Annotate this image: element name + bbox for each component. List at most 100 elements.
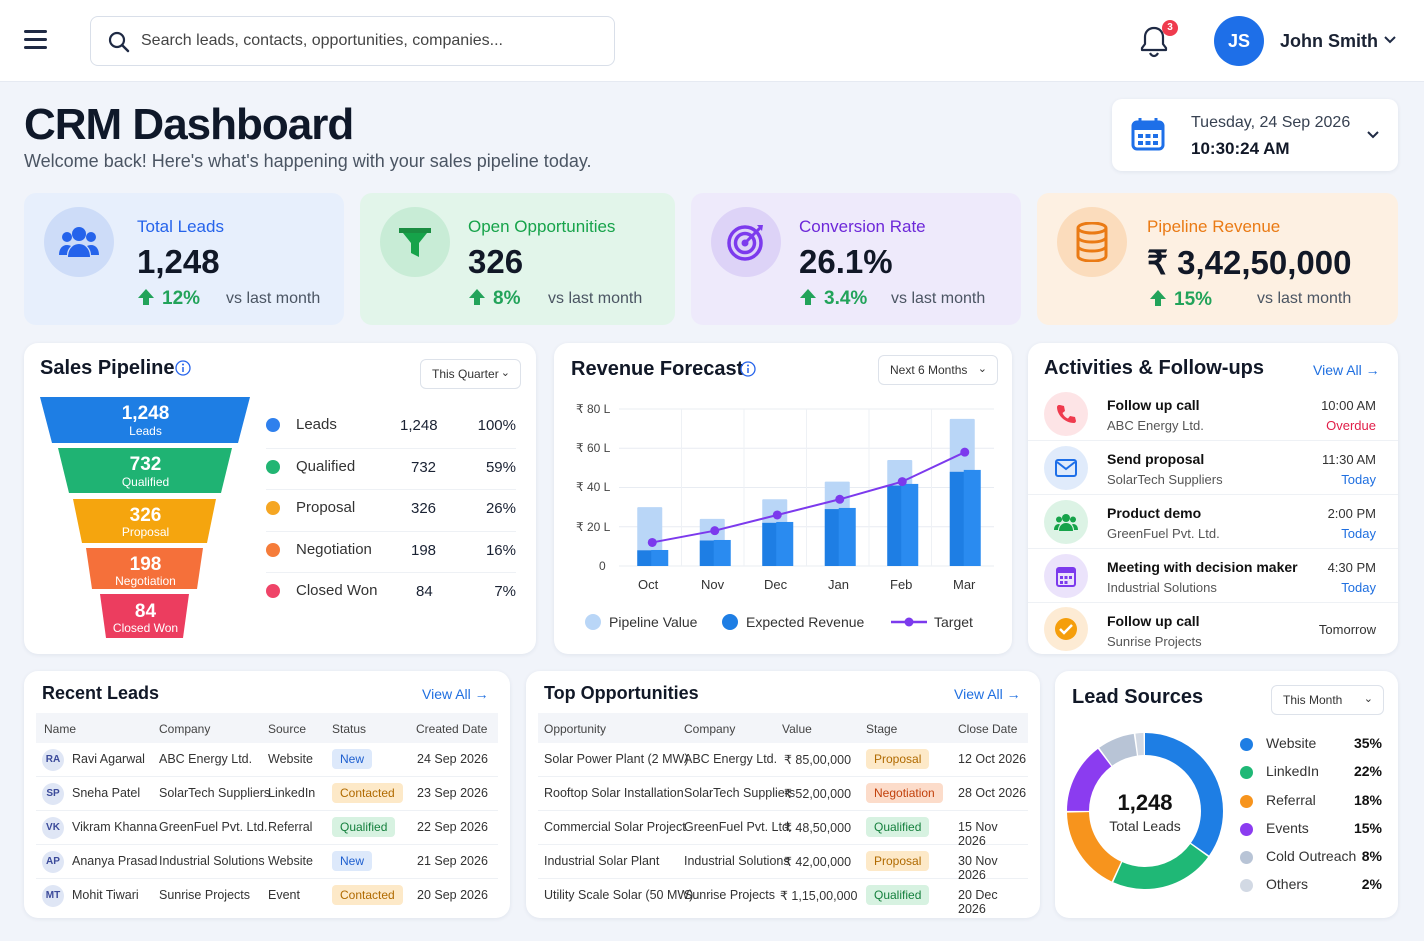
kpi-label: Total Leads xyxy=(137,217,224,236)
table-row[interactable]: Industrial Solar Plant Industrial Soluti… xyxy=(538,845,1028,882)
funnel-icon xyxy=(380,207,450,277)
table-row[interactable]: MT Mohit Tiwari Sunrise Projects Event C… xyxy=(36,879,498,913)
activity-title: Send proposal xyxy=(1107,451,1205,467)
activity-title: Follow up call xyxy=(1107,613,1200,629)
kpi-change: 15% xyxy=(1174,289,1213,310)
activity-status: Tomorrow xyxy=(1318,622,1376,637)
activity-time: 10:00 AM xyxy=(1321,398,1376,413)
funnel-stage-qualified xyxy=(58,448,232,493)
opp-date: 28 Oct 2026 xyxy=(958,786,1027,800)
kpi-change: 3.4% xyxy=(824,288,868,309)
table-row[interactable]: RA Ravi Agarwal ABC Energy Ltd. Website … xyxy=(36,743,498,777)
bar-expected-revenue xyxy=(963,469,981,566)
user-avatar[interactable]: JS xyxy=(1214,16,1264,66)
target-point xyxy=(710,526,720,536)
menu-icon[interactable] xyxy=(24,30,47,50)
bar-expected-revenue xyxy=(762,522,779,566)
legend-pct: 8% xyxy=(1361,848,1382,865)
lead-date: 23 Sep 2026 xyxy=(417,786,488,800)
opp-value: ₹ 48,50,000 xyxy=(784,821,852,835)
opp-date: 12 Oct 2026 xyxy=(958,752,1027,766)
donut-center-value: 1,248 xyxy=(1117,790,1173,815)
arrow-right-icon: → xyxy=(1006,686,1021,702)
column-header: Company xyxy=(159,722,211,736)
funnel-label: Negotiation xyxy=(115,574,176,588)
lead-company: SolarTech Suppliers xyxy=(159,786,271,800)
lead-date: 24 Sep 2026 xyxy=(417,752,488,766)
table-row[interactable]: Solar Power Plant (2 MW) ABC Energy Ltd.… xyxy=(538,743,1028,777)
search-input[interactable] xyxy=(141,29,591,53)
bar-expected-revenue xyxy=(887,485,904,566)
period-select[interactable]: This Month ⌄ xyxy=(1271,685,1384,715)
table-row[interactable]: AP Ananya Prasad Industrial Solutions We… xyxy=(36,845,498,879)
table-row[interactable]: SP Sneha Patel SolarTech Suppliers Linke… xyxy=(36,777,498,811)
opp-company: ABC Energy Ltd. xyxy=(684,752,778,766)
chevron-down-icon[interactable] xyxy=(1383,35,1397,45)
lead-date: 21 Sep 2026 xyxy=(417,854,488,868)
activity-item[interactable]: Product demo GreenFuel Pvt. Ltd. 2:00 PM… xyxy=(1028,495,1398,549)
revenue-forecast-card: Revenue Forecast Next 6 Months ⌄ ₹ 80 L ₹… xyxy=(554,343,1012,654)
legend-pct: 22% xyxy=(1353,763,1382,780)
target-icon xyxy=(711,207,781,277)
table-header: Name Company Source Status Created Date xyxy=(36,713,498,743)
sales-pipeline-card: Sales Pipeline This Quarter ⌄ 1,248 Leads… xyxy=(24,343,536,654)
chevron-down-icon: ⌄ xyxy=(977,363,987,375)
info-icon[interactable] xyxy=(175,360,191,376)
table-row[interactable]: Utility Scale Solar (50 MW) Sunrise Proj… xyxy=(538,879,1028,916)
revenue-forecast-chart xyxy=(619,408,994,567)
y-tick-label: ₹ 80 L xyxy=(576,402,611,416)
table-row[interactable]: Commercial Solar Project GreenFuel Pvt. … xyxy=(538,811,1028,848)
table-row[interactable]: VK Vikram Khanna GreenFuel Pvt. Ltd. Ref… xyxy=(36,811,498,845)
kpi-conversion-rate[interactable]: Conversion Rate 26.1% 3.4% vs last month xyxy=(691,193,1021,325)
section-title: Lead Sources xyxy=(1072,686,1204,708)
legend-label: Referral xyxy=(1266,791,1316,808)
activities-card: Activities & Follow-ups View All → Follo… xyxy=(1028,343,1398,654)
legend-item: Others 2% xyxy=(1240,874,1382,902)
users-icon xyxy=(1044,500,1088,544)
period-select[interactable]: This Quarter ⌄ xyxy=(420,359,521,389)
database-icon xyxy=(1057,207,1127,277)
view-all-link[interactable]: View All → xyxy=(954,686,1021,702)
activity-status: Today xyxy=(1341,580,1376,595)
section-title: Top Opportunities xyxy=(544,683,699,703)
x-tick-label: Nov xyxy=(701,577,725,592)
lead-company: GreenFuel Pvt. Ltd. xyxy=(159,820,268,834)
legend-item: Referral 18% xyxy=(1240,790,1382,818)
funnel-label: Qualified xyxy=(121,475,170,489)
search-icon xyxy=(108,31,130,53)
activity-item[interactable]: Send proposal SolarTech Suppliers 11:30 … xyxy=(1028,441,1398,495)
table-row[interactable]: Rooftop Solar Installation SolarTech Sup… xyxy=(538,777,1028,811)
kpi-change: 12% xyxy=(162,288,201,309)
info-icon[interactable] xyxy=(740,361,756,377)
calendar-icon xyxy=(1044,554,1088,598)
arrow-right-icon: → xyxy=(474,686,489,702)
stage-badge: Negotiation xyxy=(866,783,943,803)
funnel-value: 326 xyxy=(129,505,162,526)
legend-item: Cold Outreach 8% xyxy=(1240,846,1382,874)
x-tick-label: Mar xyxy=(953,577,976,592)
kpi-open-opportunities[interactable]: Open Opportunities 326 8% vs last month xyxy=(360,193,675,325)
lead-source: Website xyxy=(268,752,313,766)
bar-expected-revenue xyxy=(949,471,966,566)
kpi-pipeline-revenue[interactable]: Pipeline Revenue ₹ 3,42,50,000 15% vs la… xyxy=(1037,193,1398,325)
notification-button[interactable]: 3 xyxy=(1136,20,1180,62)
recent-leads-card: Recent Leads View All → Name Company Sou… xyxy=(24,671,510,918)
activity-time: 11:30 AM xyxy=(1322,452,1376,467)
stage-value: 326 xyxy=(411,500,437,517)
activity-company: Sunrise Projects xyxy=(1107,634,1202,649)
activity-item[interactable]: Follow up call ABC Energy Ltd. 10:00 AM … xyxy=(1028,387,1398,441)
activity-item[interactable]: Meeting with decision maker Industrial S… xyxy=(1028,549,1398,603)
stage-pct: 59% xyxy=(485,458,516,476)
view-all-link[interactable]: View All → xyxy=(1313,362,1380,378)
kpi-total-leads[interactable]: Total Leads 1,248 12% vs last month xyxy=(24,193,344,325)
legend-label: Pipeline Value xyxy=(609,614,698,630)
search-box xyxy=(90,16,615,66)
legend-pct: 2% xyxy=(1361,876,1382,893)
arrow-up-icon xyxy=(138,289,154,305)
view-all-link[interactable]: View All → xyxy=(422,686,489,702)
date-picker[interactable]: Tuesday, 24 Sep 2026 10:30:24 AM xyxy=(1112,99,1398,171)
activity-item[interactable]: Follow up call Sunrise Projects Tomorrow xyxy=(1028,603,1398,653)
period-select[interactable]: Next 6 Months ⌄ xyxy=(878,355,998,385)
user-name[interactable]: John Smith xyxy=(1280,31,1378,51)
legend-dot xyxy=(266,459,280,474)
